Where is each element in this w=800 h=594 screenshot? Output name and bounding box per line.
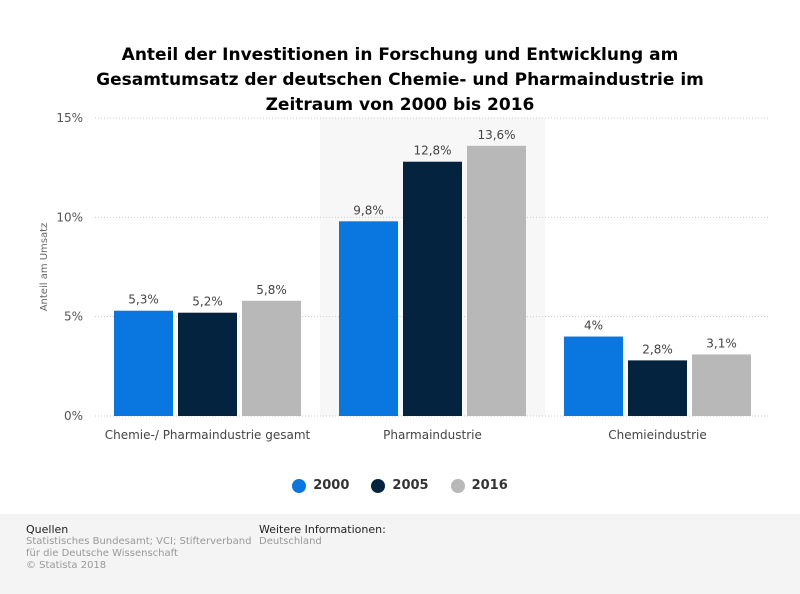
data-label: 5,3% [128,293,159,307]
bar-2000 [114,310,173,416]
y-tick-label: 15% [56,111,83,125]
data-label: 13,6% [477,128,515,142]
info-text: Deutschland [259,536,322,547]
copyright: © Statista 2018 [26,560,107,571]
legend-item-2005[interactable]: 2005 [371,478,429,493]
data-label: 12,8% [413,144,451,158]
legend-dot [292,478,307,493]
legend: 2000 2005 2016 [0,478,800,493]
y-tick-label: 5% [64,310,83,324]
footer: Quellen Statistisches Bundesamt; VCI; St… [0,514,800,594]
legend-label: 2016 [471,478,508,493]
data-label: 3,1% [706,336,737,350]
legend-label: 2000 [313,478,350,493]
data-label: 5,2% [192,295,223,309]
y-tick-label: 10% [56,210,83,224]
bar-2016 [692,354,751,416]
y-axis-label: Anteil am Umsatz [39,223,50,312]
x-tick-label: Chemie-/ Pharmaindustrie gesamt [105,428,311,442]
x-tick-label: Chemieindustrie [608,428,707,442]
bar-2000 [564,336,623,416]
bar-2005 [628,360,687,416]
sources-heading: Quellen [26,523,69,536]
legend-item-2016[interactable]: 2016 [450,478,508,493]
legend-item-2000[interactable]: 2000 [292,478,349,493]
legend-label: 2005 [392,478,429,493]
info-heading: Weitere Informationen: [259,523,386,536]
legend-dot [371,478,386,493]
bar-2000 [339,221,398,416]
sources-line: Statistisches Bundesamt; VCI; Stifterver… [26,536,252,547]
bar-2016 [467,145,526,416]
data-label: 9,8% [353,203,384,217]
sources-line: für die Deutsche Wissenschaft [26,548,178,559]
y-tick-label: 0% [64,409,83,423]
data-label: 2,8% [642,342,673,356]
bar-2016 [242,300,301,416]
bar-chart: 0% 5% 10% 15% Anteil am Umsatz 5,3% 5,2% 5,8% Ch… [39,111,770,442]
x-tick-label: Pharmaindustrie [383,428,482,442]
chart-title: Anteil der Investitionen in Forschung un… [96,45,704,115]
bar-2005 [403,161,462,416]
bar-2005 [178,312,237,416]
data-label: 4% [584,319,603,333]
data-label: 5,8% [256,283,287,297]
legend-dot [450,478,465,493]
